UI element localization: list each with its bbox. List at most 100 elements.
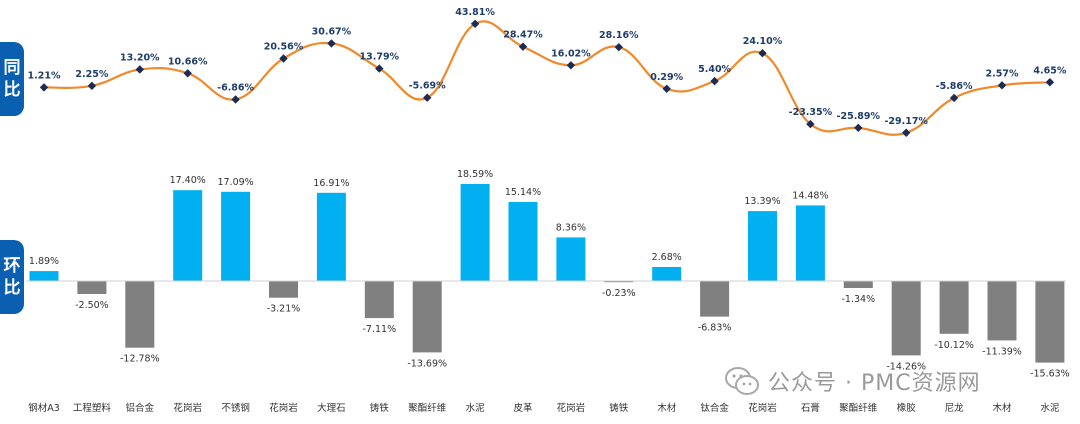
yoy-value-label: 24.10% <box>743 36 783 47</box>
mom-bar <box>748 211 777 281</box>
category-tick-label: 铸铁 <box>370 402 390 414</box>
category-tick-label: 木材 <box>657 402 677 414</box>
category-tick-label: 花岗岩 <box>269 402 298 414</box>
category-tick-label: 花岗岩 <box>173 402 202 414</box>
mom-bar <box>795 205 825 281</box>
yoy-value-label: 2.25% <box>75 69 108 80</box>
yoy-value-label: 13.20% <box>120 52 160 63</box>
yoy-value-label: -23.35% <box>789 107 833 118</box>
yoy-point-marker <box>662 84 671 93</box>
category-tick-label: 花岗岩 <box>748 402 777 414</box>
yoy-point-marker <box>39 83 49 92</box>
mom-value-label: 2.68% <box>652 252 682 263</box>
mom-value-label: 16.91% <box>313 178 349 189</box>
category-tick-label: 水泥 <box>1040 402 1060 414</box>
yoy-value-label: 5.40% <box>698 64 731 75</box>
mom-tag-char-1: 环 <box>3 256 21 276</box>
category-tick-label: 钢材A3 <box>28 402 60 414</box>
yoy-point-marker <box>135 65 144 74</box>
yoy-value-label: 13.79% <box>360 52 400 63</box>
yoy-value-label: 16.02% <box>551 48 591 59</box>
mom-bar <box>269 281 298 298</box>
mom-bar <box>221 191 251 281</box>
mom-bar <box>173 190 203 281</box>
mom-bar <box>508 202 538 281</box>
yoy-point-marker <box>854 123 863 133</box>
mom-value-label: -1.34% <box>841 294 875 305</box>
yoy-point-marker <box>902 128 911 137</box>
mom-bar <box>700 281 730 317</box>
mom-bar <box>891 281 921 356</box>
yoy-point-marker <box>566 61 576 70</box>
mom-value-label: -6.83% <box>698 323 732 334</box>
mom-bar <box>460 184 490 281</box>
yoy-point-marker <box>518 42 528 51</box>
yoy-value-label: 1.21% <box>28 70 61 81</box>
watermark-text: 公众号 · PMC资源网 <box>768 371 981 396</box>
mom-value-label: -15.63% <box>1030 369 1070 380</box>
yoy-series-line <box>43 20 1050 136</box>
category-tick-label: 不锈钢 <box>221 402 250 414</box>
wechat-icon <box>725 367 759 395</box>
category-tick-label: 工程塑料 <box>73 402 112 414</box>
category-tick-label: 聚酯纤维 <box>408 402 447 414</box>
yoy-point-marker <box>375 64 384 73</box>
mom-value-label: -7.11% <box>362 324 396 335</box>
mom-value-label: 8.36% <box>556 222 586 233</box>
mom-value-label: -10.12% <box>934 340 974 351</box>
yoy-point-marker <box>806 119 815 129</box>
mom-bar <box>364 281 394 319</box>
category-tick-label: 皮革 <box>513 402 533 414</box>
mom-bar <box>1035 281 1065 363</box>
mom-value-label: 18.59% <box>457 169 493 180</box>
mom-bar <box>316 192 346 281</box>
mom-bar <box>29 271 59 281</box>
category-tick-label: 聚酯纤维 <box>839 402 878 414</box>
yoy-value-label: -5.69% <box>409 81 446 92</box>
mom-value-label: -13.69% <box>407 358 447 369</box>
mom-value-label: -12.78% <box>120 354 160 365</box>
yoy-value-label: 28.47% <box>503 30 543 41</box>
yoy-tag-char-1: 同 <box>3 58 21 78</box>
yoy-value-label: 43.81% <box>455 7 495 18</box>
mom-value-label: 14.48% <box>792 190 828 201</box>
mom-value-label: -3.21% <box>267 304 301 315</box>
mom-value-label: -2.50% <box>75 300 109 311</box>
yoy-point-marker <box>279 54 288 63</box>
yoy-value-label: -5.86% <box>936 81 973 92</box>
mom-value-label: -0.23% <box>602 288 636 299</box>
mom-bar <box>843 281 873 288</box>
yoy-point-marker <box>997 81 1007 90</box>
yoy-value-label: 28.16% <box>599 30 639 41</box>
mom-bar <box>987 281 1017 341</box>
yoy-point-marker <box>87 81 97 91</box>
yoy-point-marker <box>949 93 959 103</box>
yoy-point-marker <box>470 19 480 28</box>
yoy-point-marker <box>327 39 336 48</box>
yoy-value-label: -25.89% <box>837 111 881 122</box>
yoy-point-marker <box>614 42 623 52</box>
yoy-point-marker <box>423 93 432 102</box>
mom-bar <box>77 281 107 294</box>
yoy-section-tag: 同 比 <box>0 42 24 116</box>
yoy-tag-char-2: 比 <box>3 80 21 100</box>
watermark: 公众号 · PMC资源网 <box>724 362 981 400</box>
category-tick-label: 石膏 <box>801 402 820 414</box>
yoy-value-label: -6.86% <box>217 82 254 93</box>
mom-bar <box>604 281 634 283</box>
mom-tag-char-2: 比 <box>3 278 21 298</box>
yoy-point-marker <box>231 95 240 104</box>
category-tick-label: 橡胶 <box>897 402 917 414</box>
mom-value-label: -14.26% <box>886 361 926 372</box>
yoy-point-marker <box>183 69 192 78</box>
yoy-value-label: 30.67% <box>312 26 352 37</box>
mom-value-label: 17.40% <box>170 175 206 186</box>
mom-section-tag: 环 比 <box>0 240 24 314</box>
category-tick-label: 大理石 <box>317 402 346 414</box>
mom-value-label: 13.39% <box>744 196 780 207</box>
category-tick-label: 铸铁 <box>609 402 629 414</box>
mom-bar <box>652 267 682 281</box>
yoy-value-label: 10.66% <box>168 56 208 67</box>
mom-value-label: 17.09% <box>217 177 253 188</box>
